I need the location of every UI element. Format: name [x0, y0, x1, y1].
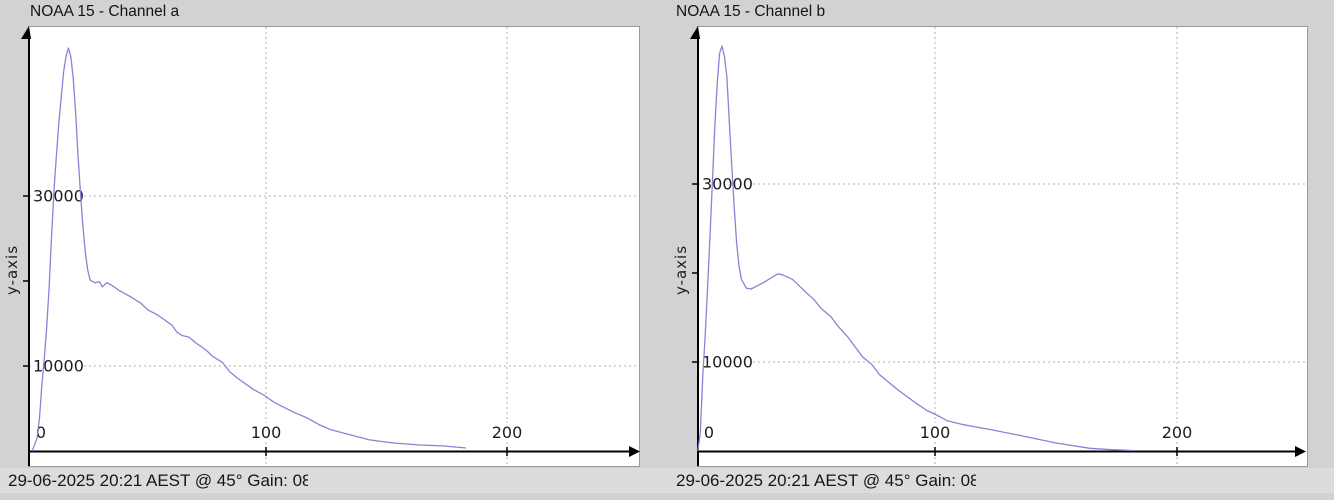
y-axis-label-channel-a: y-axis [3, 244, 21, 296]
chart-title-channel-a: NOAA 15 - Channel a [30, 3, 180, 20]
chart-title-channel-b: NOAA 15 - Channel b [676, 3, 826, 20]
plot-area-channel-b [697, 26, 1308, 467]
status-text-main: 29-06-2025 20:21 AEST @ 45° Gain: 0 [676, 471, 971, 490]
status-text-channel-a: 29-06-2025 20:21 AEST @ 45° Gain: 08 [8, 471, 308, 491]
status-bar [0, 468, 1334, 493]
y-axis-label-channel-b: y-axis [672, 244, 690, 296]
status-text-main: 29-06-2025 20:21 AEST @ 45° Gain: 0 [8, 471, 303, 490]
status-text-channel-b: 29-06-2025 20:21 AEST @ 45° Gain: 08 [676, 471, 976, 491]
status-text-clipped-digit: 8 [302, 471, 309, 490]
plot-area-channel-a [28, 26, 640, 467]
status-text-clipped-digit: 8 [970, 471, 977, 490]
